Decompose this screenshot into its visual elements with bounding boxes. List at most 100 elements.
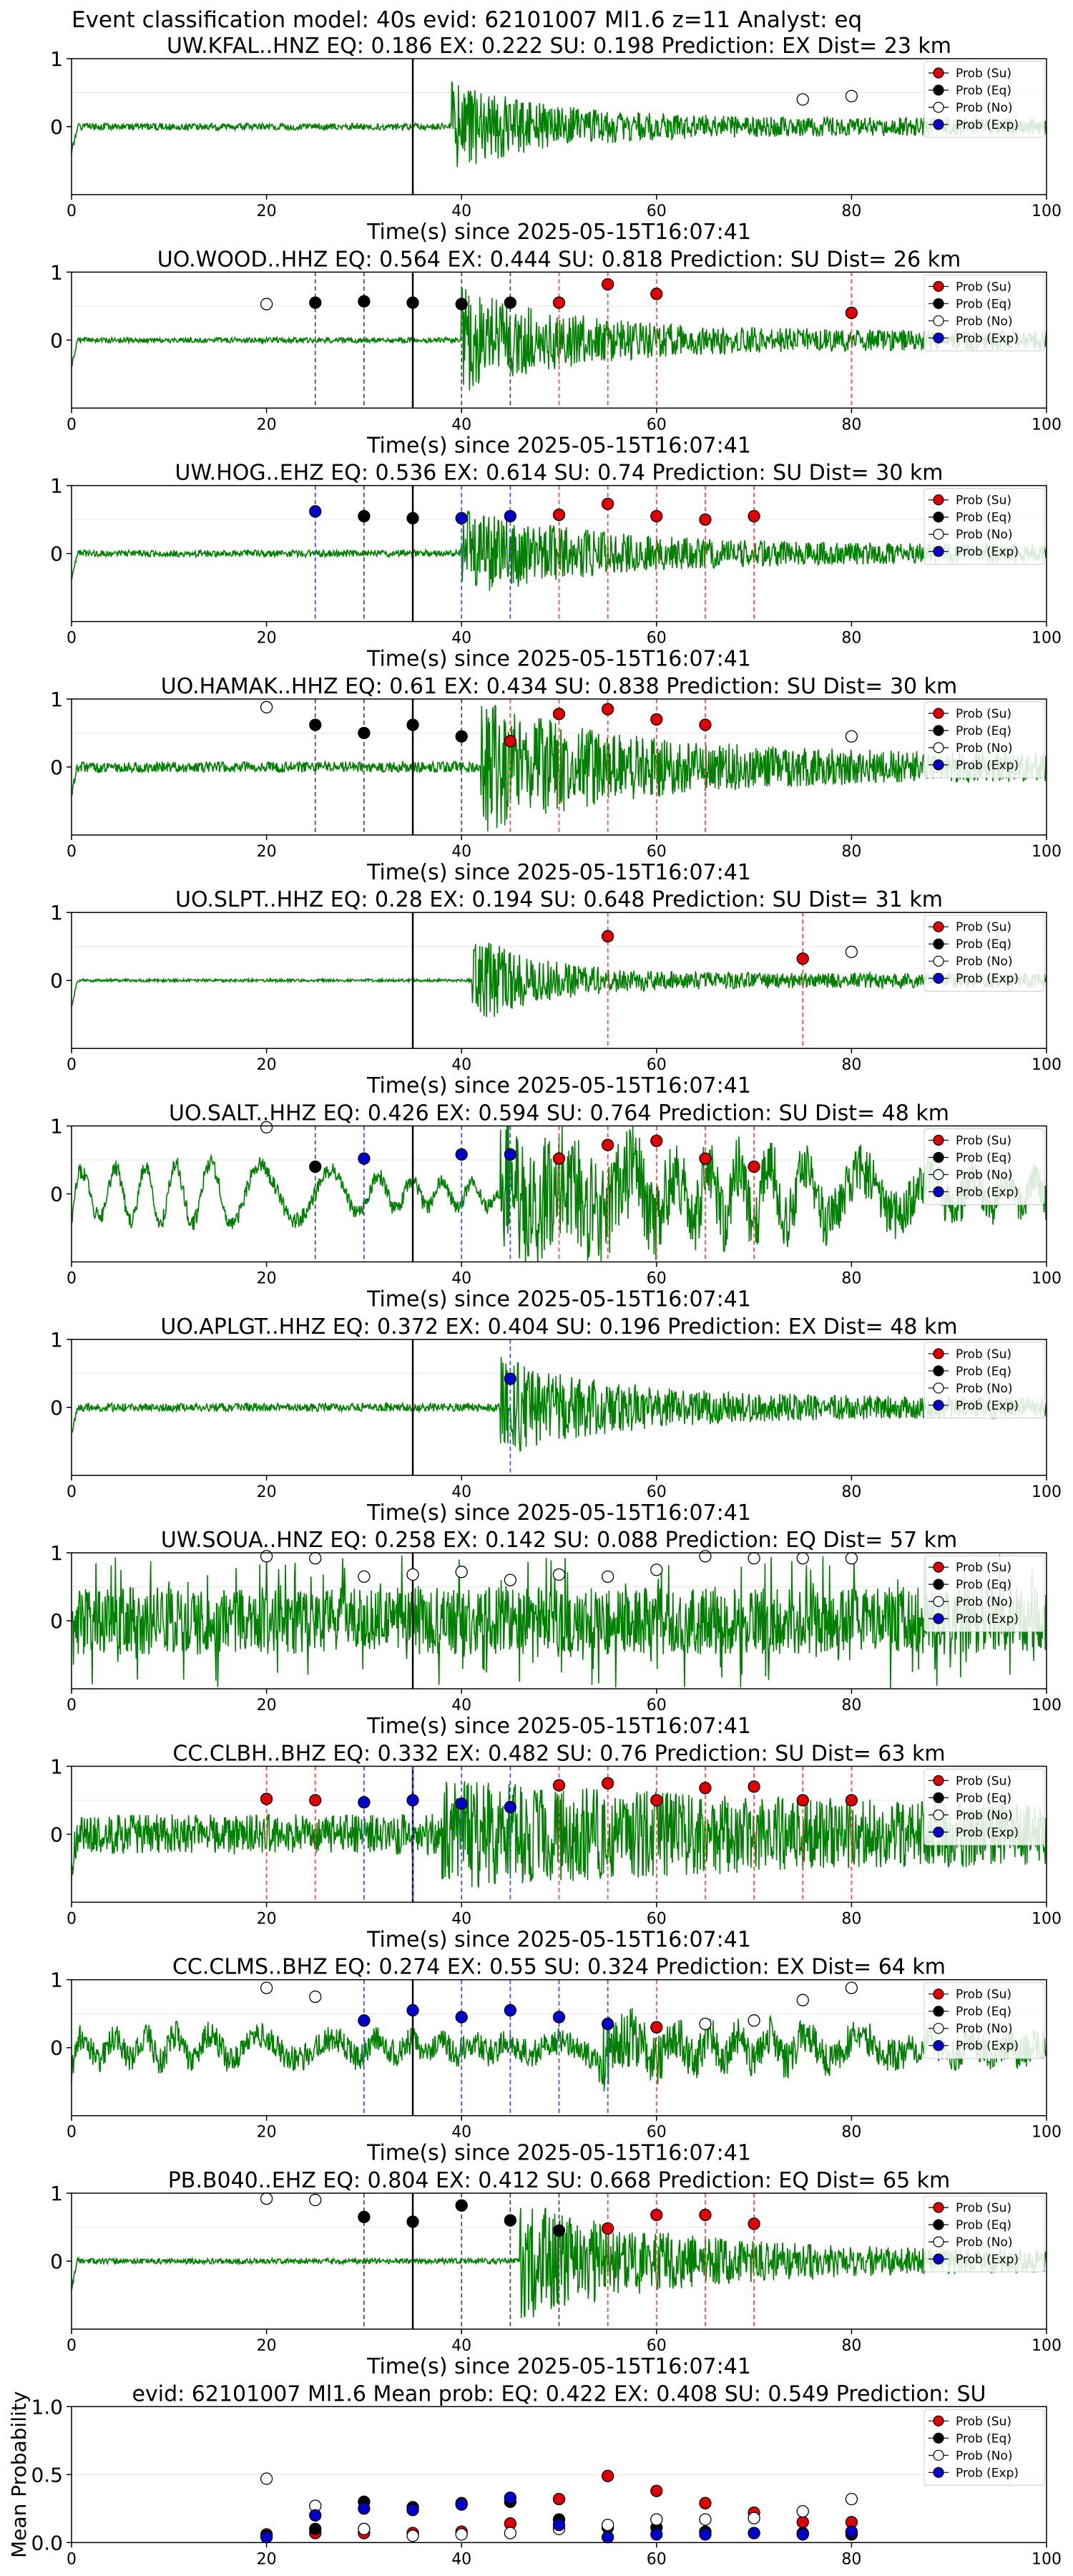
legend-box xyxy=(923,1342,1045,1419)
x-tick-label: 0 xyxy=(67,1910,77,1928)
x-tick-label: 100 xyxy=(1032,2124,1062,2142)
waveform-trace xyxy=(72,704,1047,831)
prob-marker-no xyxy=(260,701,273,713)
y-tick-label: 1 xyxy=(50,1755,63,1778)
prob-marker-no xyxy=(552,1568,566,1581)
x-tick-label: 80 xyxy=(841,2337,861,2355)
prob-marker-su xyxy=(552,1152,566,1165)
legend-marker-exp xyxy=(933,1186,944,1198)
y-tick-label: 1 xyxy=(50,474,63,498)
prob-marker-exp xyxy=(455,1797,468,1810)
legend-marker-eq xyxy=(933,298,944,309)
legend-label: Prob (Su) xyxy=(956,920,1011,935)
prob-marker-exp xyxy=(845,2525,858,2538)
prob-marker-eq xyxy=(358,2210,371,2223)
prob-marker-su xyxy=(699,1152,712,1165)
y-tick-label: 1.0 xyxy=(31,2395,63,2419)
x-tick-label: 0 xyxy=(67,1697,77,1714)
legend-box xyxy=(923,2195,1045,2273)
prob-marker-no xyxy=(455,2528,468,2541)
legend-marker-no xyxy=(933,528,944,540)
prob-marker-su xyxy=(699,2208,712,2222)
x-axis-label: Time(s) since 2025-05-15T16:07:41 xyxy=(366,2141,751,2166)
x-tick-label: 0 xyxy=(67,2337,77,2355)
x-axis-label: Time(s) since 2025-05-15T16:07:41 xyxy=(366,1073,751,1098)
x-tick-label: 0 xyxy=(67,2550,77,2568)
prob-marker-no xyxy=(260,298,273,311)
prob-marker-no xyxy=(260,2192,273,2205)
prob-marker-su xyxy=(699,2497,712,2509)
panel-title: UW.SOUA..HNZ EQ: 0.258 EX: 0.142 SU: 0.0… xyxy=(161,1528,957,1553)
prob-marker-no xyxy=(748,1552,760,1565)
legend-marker-su xyxy=(933,67,944,79)
x-tick-label: 100 xyxy=(1032,843,1062,861)
legend-marker-no xyxy=(933,1169,944,1181)
y-tick-label: 1 xyxy=(50,1541,63,1565)
panel-title: UO.SALT..HHZ EQ: 0.426 EX: 0.594 SU: 0.7… xyxy=(169,1101,949,1126)
legend-marker-su xyxy=(933,1134,944,1146)
legend-box xyxy=(923,1555,1045,1632)
legend-marker-exp xyxy=(933,2040,944,2051)
chart-panel-2: UO.WOOD..HHZ EQ: 0.564 EX: 0.444 SU: 0.8… xyxy=(50,247,1062,458)
y-tick-label: 1 xyxy=(50,1115,63,1138)
y-tick-label: 0 xyxy=(50,1823,63,1846)
legend-box xyxy=(923,2409,1045,2486)
prob-marker-no xyxy=(845,1981,858,1994)
x-tick-label: 20 xyxy=(257,2124,277,2142)
prob-marker-su xyxy=(650,509,663,522)
legend-label: Prob (Su) xyxy=(956,1988,1011,2002)
prob-marker-no xyxy=(748,2512,760,2524)
y-tick-label: 0 xyxy=(50,542,63,566)
legend-box xyxy=(923,914,1045,992)
x-tick-label: 40 xyxy=(451,1697,471,1714)
prob-marker-no xyxy=(699,2017,712,2031)
x-axis-label: Time(s) since 2025-05-15T16:07:41 xyxy=(366,2354,751,2379)
x-tick-label: 0 xyxy=(67,843,77,861)
prob-marker-exp xyxy=(309,505,322,518)
legend-marker-eq xyxy=(933,1792,944,1803)
legend-label: Prob (Eq) xyxy=(956,1791,1011,1805)
y-tick-label: 0 xyxy=(50,969,63,992)
prob-marker-no xyxy=(845,1552,858,1565)
prob-marker-exp xyxy=(748,2527,760,2540)
chart-panel-11: PB.B040..EHZ EQ: 0.804 EX: 0.412 SU: 0.6… xyxy=(50,2168,1062,2379)
legend-label: Prob (No) xyxy=(956,741,1013,756)
x-tick-label: 40 xyxy=(451,630,471,648)
legend-marker-exp xyxy=(933,972,944,984)
legend-label: Prob (Exp) xyxy=(956,2466,1019,2480)
prob-marker-su xyxy=(260,1792,273,1805)
legend-label: Prob (Eq) xyxy=(956,1578,1011,1592)
x-tick-label: 80 xyxy=(841,2550,861,2568)
x-tick-label: 80 xyxy=(841,203,861,220)
legend-marker-eq xyxy=(933,511,944,523)
prob-marker-no xyxy=(796,1994,809,2006)
y-tick-label: 0 xyxy=(50,1609,63,1633)
prob-marker-exp xyxy=(455,1148,468,1161)
legend-marker-no xyxy=(933,742,944,753)
prob-marker-no xyxy=(602,2518,614,2532)
prob-marker-su xyxy=(650,2021,663,2034)
legend-label: Prob (Exp) xyxy=(956,1612,1019,1626)
legend-label: Prob (Eq) xyxy=(956,297,1011,311)
prob-marker-exp xyxy=(406,2004,419,2017)
prob-marker-no xyxy=(650,2513,663,2526)
x-axis-label: Time(s) since 2025-05-15T16:07:41 xyxy=(366,433,751,458)
prob-marker-exp xyxy=(358,1152,371,1165)
prob-marker-no xyxy=(260,1121,273,1134)
prob-marker-no xyxy=(504,2527,516,2540)
legend-marker-eq xyxy=(933,2006,944,2017)
x-tick-label: 40 xyxy=(451,2550,471,2568)
legend-label: Prob (Eq) xyxy=(956,2218,1011,2233)
prob-marker-no xyxy=(796,1552,809,1565)
prob-marker-no xyxy=(309,1552,322,1565)
legend-marker-no xyxy=(933,1382,944,1394)
prob-marker-exp xyxy=(504,2491,516,2504)
prob-marker-eq xyxy=(552,2224,566,2237)
prob-marker-exp xyxy=(552,2011,566,2024)
legend-label: Prob (No) xyxy=(956,1382,1013,1396)
prob-marker-su xyxy=(552,708,566,721)
prob-marker-exp xyxy=(504,509,516,522)
chart-panel-7: UO.APLGT..HHZ EQ: 0.372 EX: 0.404 SU: 0.… xyxy=(50,1314,1062,1526)
x-tick-label: 40 xyxy=(451,843,471,861)
prob-marker-su xyxy=(796,952,809,965)
